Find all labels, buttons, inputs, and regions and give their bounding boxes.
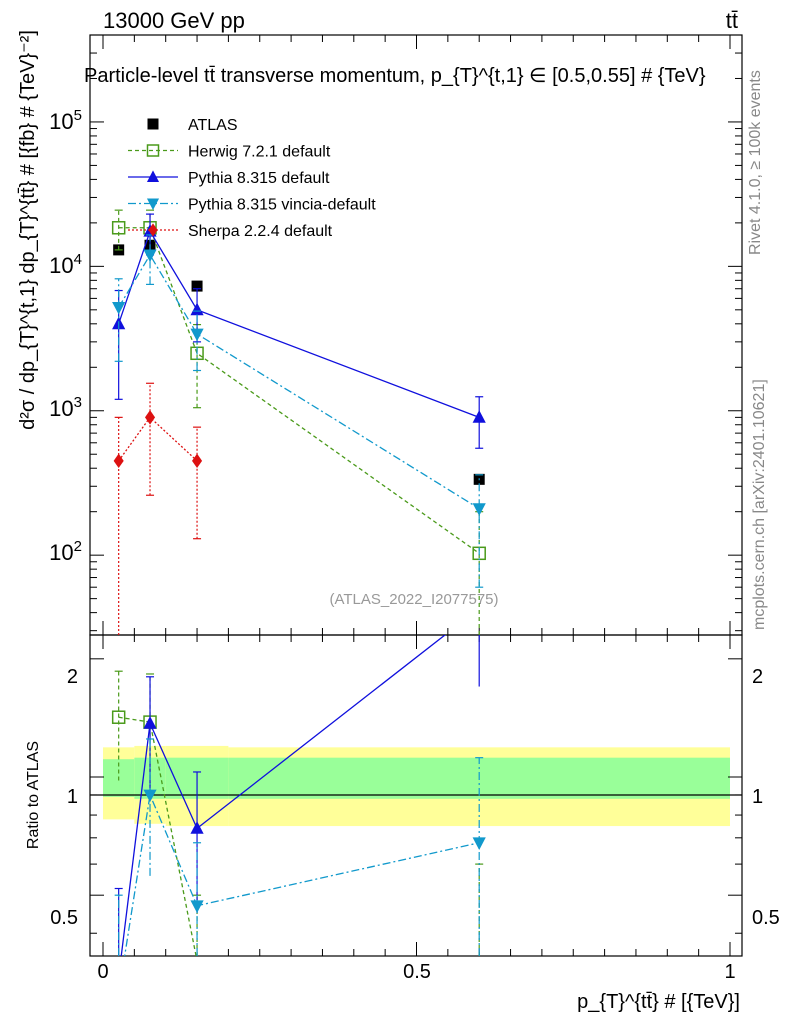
series-pythia-8-315-default <box>112 213 486 449</box>
series-point <box>192 453 203 469</box>
ratio-tick-1: 1 <box>67 786 78 808</box>
series-pythia-8-315-vincia-default <box>112 234 486 588</box>
ratio-axis-label: Ratio to ATLAS <box>25 741 42 849</box>
series-point <box>112 301 126 315</box>
analysis-watermark: (ATLAS_2022_I2077575) <box>329 591 498 608</box>
y-axis-label: d²σ / dp_{T}^{t,1} dp_{T}^{tt̄} # [{fb} … <box>17 30 39 430</box>
x-tick-0-5: 0.5 <box>403 961 431 983</box>
series-point <box>190 328 204 342</box>
y-tick-label-100000: 105 <box>49 107 82 134</box>
legend-label: Pythia 8.315 default <box>188 170 330 187</box>
ratio-point <box>111 710 126 724</box>
legend-label: Pythia 8.315 vincia-default <box>188 197 376 214</box>
series-point <box>111 221 126 235</box>
series-line <box>118 416 198 462</box>
legend-label: Herwig 7.2.1 default <box>188 144 331 161</box>
series-herwig-7-2-1-default <box>111 209 486 635</box>
ratio-tick-0-5-right: 0.5 <box>752 907 780 929</box>
x-tick-1: 1 <box>724 961 735 983</box>
series-point <box>143 249 157 263</box>
ratio-point <box>472 837 486 850</box>
ratio-y-tick-labels: 2 1 0.5 2 1 0.5 <box>50 666 780 929</box>
header-left: 13000 GeV pp <box>103 8 245 33</box>
legend-entry: Herwig 7.2.1 default <box>128 144 331 161</box>
legend-entry: ATLAS <box>147 117 238 134</box>
series-point <box>472 503 486 516</box>
ratio-point <box>143 789 157 803</box>
chart-title: Particle-level tt̄ transverse momentum, … <box>84 65 706 87</box>
legend: ATLAS Herwig 7.2.1 default Pythia 8.315 de… <box>128 117 376 240</box>
header-right: tt̄ <box>726 8 738 33</box>
rivet-version-label: Rivet 4.1.0, ≥ 100k events <box>747 70 764 255</box>
x-tick-0: 0 <box>97 961 108 983</box>
x-axis-label: p_{T}^{tt̄} # [{TeV}] <box>577 991 740 1013</box>
series-point <box>144 410 156 425</box>
legend-marker <box>146 170 160 182</box>
ratio-tick-2: 2 <box>67 666 78 688</box>
ratio-point <box>143 716 157 729</box>
series-sherpa-2-2-4-default <box>113 382 203 635</box>
legend-marker <box>148 223 158 237</box>
series-point <box>190 302 204 316</box>
legend-label: ATLAS <box>188 117 238 134</box>
legend-entry: Pythia 8.315 default <box>128 170 330 187</box>
legend-entry: Pythia 8.315 vincia-default <box>128 197 376 214</box>
legend-marker <box>146 144 160 157</box>
series-point <box>113 453 124 469</box>
legend-marker <box>147 118 159 130</box>
series-line <box>118 229 480 418</box>
main-series-layer <box>111 209 486 635</box>
legend-label: Sherpa 2.2.4 default <box>188 223 333 240</box>
y-tick-label-1000: 103 <box>49 394 82 421</box>
ratio-series-layer <box>111 635 486 956</box>
ratio-point <box>190 821 204 834</box>
series-point <box>472 410 486 423</box>
ratio-tick-0-5: 0.5 <box>50 907 78 929</box>
legend-entry: Sherpa 2.2.4 default <box>128 223 333 240</box>
x-ticks <box>102 35 731 956</box>
ratio-tick-1-right: 1 <box>752 786 763 808</box>
ratio-y-ticks <box>90 658 742 934</box>
series-line <box>118 227 480 554</box>
y-tick-label-100: 102 <box>49 538 82 565</box>
ratio-tick-2-right: 2 <box>752 666 763 688</box>
ratio-line <box>118 716 197 956</box>
ratio-series-pythia-8-315-vincia-default <box>114 738 486 956</box>
mcplots-label: mcplots.cern.ch [arXiv:2401.10621] <box>751 379 768 630</box>
ratio-line <box>120 635 447 956</box>
y-tick-label-10000: 104 <box>49 251 82 278</box>
ratio-line <box>124 792 480 956</box>
x-tick-labels: 0 0.5 1 <box>97 961 735 983</box>
main-y-ticks <box>90 34 742 632</box>
main-y-tick-labels: 102 103 104 105 <box>49 107 82 565</box>
ratio-point <box>190 900 204 913</box>
atlas-data-point <box>191 280 203 292</box>
series-line <box>118 253 480 510</box>
legend-marker <box>146 198 160 211</box>
